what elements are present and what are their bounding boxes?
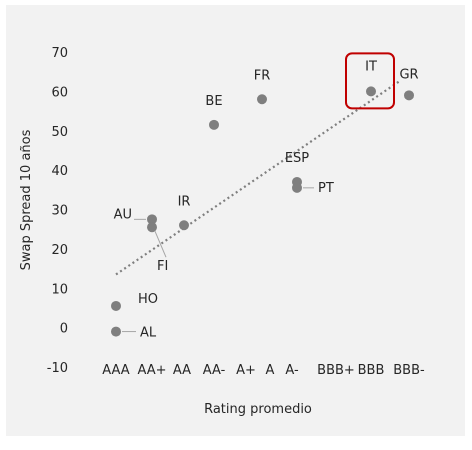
data-point xyxy=(404,90,414,101)
x-tick-label: AA+ xyxy=(137,363,166,378)
x-axis-ticks: AAA AA+ AA AA- A+ A A- BBB+ BBB BBB- xyxy=(102,363,425,378)
x-tick-label: AA xyxy=(173,363,191,378)
point-label: IT xyxy=(365,59,377,74)
x-tick-label: A+ xyxy=(236,363,256,378)
data-point xyxy=(111,326,121,337)
point-label: AL xyxy=(140,326,157,341)
y-tick-label: 60 xyxy=(51,85,68,100)
point-labels: HO AL AU FI IR BE FR ESP PT IT GR xyxy=(114,59,419,340)
trendline xyxy=(115,80,400,276)
y-axis-title: Swap Spread 10 años xyxy=(19,129,34,270)
data-point xyxy=(147,214,157,225)
point-label: HO xyxy=(138,292,158,307)
chart-panel xyxy=(6,5,465,436)
highlight-box xyxy=(345,52,395,110)
y-tick-label: 20 xyxy=(51,243,68,258)
point-label: BE xyxy=(205,94,222,109)
point-label: IR xyxy=(178,194,191,209)
x-tick-label: BBB xyxy=(358,363,385,378)
data-point xyxy=(209,119,219,130)
y-tick-label: 70 xyxy=(51,46,68,61)
x-tick-label: AA- xyxy=(203,363,226,378)
y-tick-label: 10 xyxy=(51,282,68,297)
y-tick-label: -10 xyxy=(47,361,68,376)
x-tick-label: AAA xyxy=(102,363,130,378)
point-label: ESP xyxy=(285,151,309,166)
data-point xyxy=(257,94,267,105)
y-tick-label: 0 xyxy=(60,322,68,337)
x-tick-label: BBB+ xyxy=(317,363,355,378)
point-label: PT xyxy=(318,181,334,196)
point-label: GR xyxy=(399,67,418,82)
data-points xyxy=(111,86,414,337)
x-axis-title: Rating promedio xyxy=(204,402,312,417)
y-tick-label: 50 xyxy=(51,125,68,140)
data-point xyxy=(292,182,302,193)
point-label: FI xyxy=(157,259,168,274)
x-tick-label: A- xyxy=(285,363,299,378)
data-point xyxy=(111,300,121,311)
leader-line xyxy=(154,231,167,258)
x-tick-label: A xyxy=(266,363,275,378)
y-axis-ticks: -10 0 10 20 30 40 50 60 70 xyxy=(47,46,68,376)
x-tick-label: BBB- xyxy=(393,363,425,378)
y-tick-label: 30 xyxy=(51,204,68,219)
y-tick-label: 40 xyxy=(51,164,68,179)
data-point xyxy=(366,86,376,97)
point-label: FR xyxy=(254,68,271,83)
data-point xyxy=(147,222,157,233)
data-point xyxy=(179,220,189,231)
point-label: AU xyxy=(114,207,132,222)
label-leader-lines xyxy=(122,187,314,333)
